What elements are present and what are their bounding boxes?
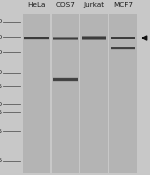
- Bar: [24, 37, 49, 39]
- Bar: [24, 38, 49, 40]
- Bar: [52, 14, 79, 173]
- Bar: [111, 47, 135, 49]
- Bar: [111, 47, 135, 49]
- Bar: [82, 37, 106, 40]
- Bar: [53, 38, 78, 39]
- Bar: [82, 37, 106, 39]
- Bar: [111, 47, 135, 49]
- Bar: [53, 79, 78, 81]
- Text: Jurkat: Jurkat: [84, 2, 105, 8]
- Text: 40: 40: [0, 102, 3, 107]
- Bar: [53, 78, 78, 80]
- Bar: [111, 37, 135, 39]
- Bar: [111, 38, 135, 39]
- Bar: [24, 37, 49, 39]
- Bar: [53, 77, 78, 80]
- Bar: [82, 37, 106, 40]
- Text: 55: 55: [0, 84, 3, 89]
- Bar: [53, 37, 78, 39]
- Text: 100: 100: [0, 50, 3, 55]
- Bar: [24, 37, 49, 38]
- Bar: [23, 14, 50, 173]
- Bar: [111, 37, 135, 38]
- Bar: [111, 37, 135, 38]
- Text: 35: 35: [0, 110, 3, 115]
- Bar: [111, 48, 135, 49]
- Bar: [82, 36, 106, 39]
- Bar: [53, 79, 78, 82]
- Text: 170: 170: [0, 19, 3, 24]
- Bar: [111, 48, 135, 50]
- Bar: [109, 14, 137, 173]
- Text: COS7: COS7: [56, 2, 75, 8]
- Text: 130: 130: [0, 35, 3, 40]
- Bar: [80, 14, 108, 173]
- Bar: [53, 37, 78, 39]
- Bar: [111, 37, 135, 39]
- Text: 70: 70: [0, 70, 3, 75]
- Text: HeLa: HeLa: [27, 2, 46, 8]
- Bar: [82, 36, 106, 38]
- Text: MCF7: MCF7: [113, 2, 133, 8]
- Bar: [24, 37, 49, 39]
- Bar: [53, 38, 78, 40]
- Bar: [53, 78, 78, 81]
- Text: 25: 25: [0, 129, 3, 134]
- Text: 15: 15: [0, 158, 3, 163]
- Bar: [53, 38, 78, 40]
